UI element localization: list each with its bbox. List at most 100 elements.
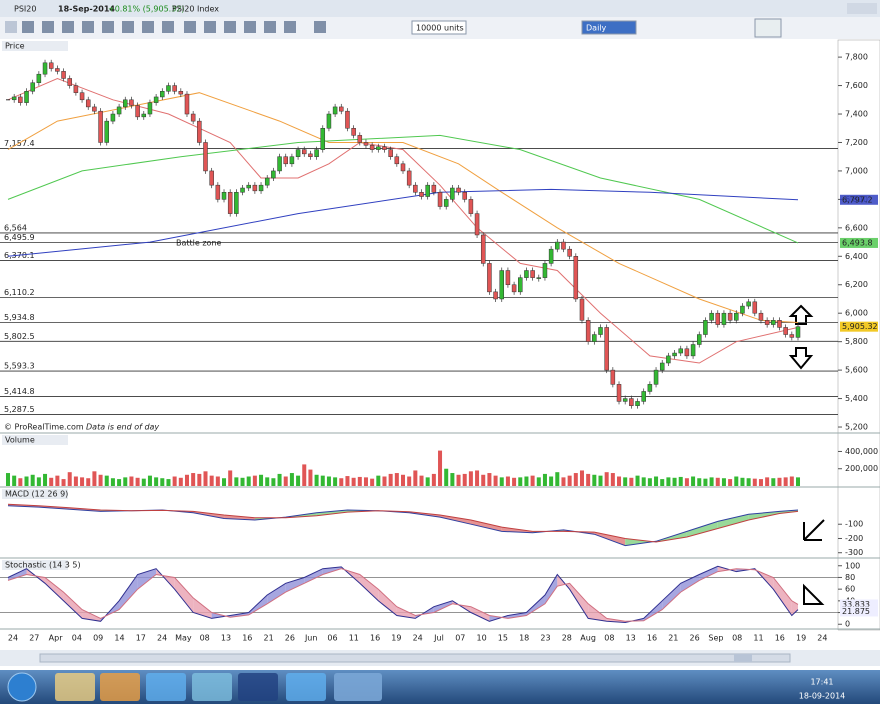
stochastic-fill: [378, 589, 397, 616]
x-tick-label: 19: [796, 634, 806, 643]
candle: [79, 92, 85, 101]
candle: [703, 320, 708, 335]
candle: [635, 401, 640, 406]
volume-bar: [283, 476, 288, 486]
stochastic-fill: [773, 577, 792, 616]
candle: [431, 184, 437, 193]
volume-bar: [141, 478, 146, 486]
panel-title: Volume: [5, 436, 35, 445]
stochastic-fill: [588, 603, 607, 622]
volume-bar: [394, 473, 399, 486]
volume-bar: [450, 473, 455, 486]
candle: [400, 163, 406, 172]
volume-bar: [425, 477, 430, 486]
volume-bar: [789, 476, 794, 486]
y-tick-label: 80: [845, 573, 855, 582]
units-select[interactable]: [411, 20, 467, 35]
volume-bar: [388, 473, 393, 486]
volume-bar: [765, 477, 770, 486]
candle: [721, 312, 727, 325]
stochastic-fill: [662, 583, 681, 610]
source: © ProRealTime.com: [4, 423, 84, 432]
volume-bar: [49, 477, 54, 486]
volume-bar: [567, 475, 572, 486]
candle: [616, 384, 622, 402]
chart-icon[interactable]: [754, 18, 782, 38]
candle: [376, 146, 381, 150]
candle: [542, 263, 548, 278]
period-select[interactable]: [581, 20, 637, 35]
candle: [678, 348, 683, 354]
candle: [332, 106, 338, 115]
candle: [160, 91, 165, 98]
volume-bar: [475, 470, 480, 486]
stochastic-fill: [544, 574, 558, 604]
volume-bar: [222, 478, 227, 486]
stochastic-fill: [267, 583, 286, 604]
volume-bar: [5, 473, 11, 486]
stochastic-fill: [791, 600, 798, 616]
candle: [357, 135, 363, 143]
volume-bar: [61, 479, 66, 486]
y-tick-label: 5,400: [845, 394, 868, 403]
scroll-thumb[interactable]: [734, 654, 752, 662]
stochastic-fill: [45, 577, 64, 601]
candle: [443, 199, 449, 207]
x-tick-label: 27: [29, 634, 39, 643]
window-buttons[interactable]: [847, 3, 877, 14]
candle: [740, 305, 745, 314]
candle: [221, 192, 227, 200]
x-tick-label: 14: [114, 634, 124, 643]
candle: [641, 391, 646, 402]
volume-bar: [271, 478, 276, 486]
candle: [135, 105, 140, 118]
volume-bar: [734, 476, 739, 486]
toolbar-icons[interactable]: [5, 21, 326, 33]
price-tag: [840, 321, 878, 332]
candle: [345, 110, 350, 129]
stochastic-fill: [507, 612, 527, 619]
volume-bar: [530, 475, 535, 486]
candle: [462, 192, 467, 200]
candle: [153, 96, 159, 103]
level-label: 5,414.8: [4, 387, 35, 396]
scroll-track[interactable]: [39, 653, 791, 663]
x-tick-label: Jun: [304, 634, 318, 643]
x-tick-label: 06: [327, 634, 337, 643]
candle: [301, 149, 307, 155]
x-tick-label: Sep: [708, 634, 723, 643]
volume-bar: [715, 477, 720, 486]
x-tick-label: 24: [817, 634, 827, 643]
volume-bar: [166, 479, 171, 486]
volume-bar: [666, 477, 671, 486]
level-label: 6,564: [4, 223, 27, 232]
volume-bar: [481, 474, 486, 486]
candle: [505, 270, 511, 285]
stochastic-fill: [304, 568, 323, 584]
instrument-name: PSI20 Index: [172, 5, 219, 14]
level-label: 6,110.2: [4, 288, 35, 297]
candle: [696, 334, 702, 345]
header-bar: [0, 0, 880, 17]
volume-bar: [419, 475, 424, 486]
stochastic-fill: [193, 597, 212, 619]
candle: [474, 213, 480, 236]
x-tick-label: 04: [72, 634, 82, 643]
start-button[interactable]: [7, 672, 37, 702]
candle: [289, 156, 295, 165]
y-tick-label: 200,000: [845, 464, 878, 473]
clock-time: 17:41: [810, 678, 833, 687]
candle: [666, 355, 671, 364]
candle: [382, 146, 387, 150]
moving-average: [7, 92, 799, 323]
volume-bar: [147, 475, 152, 486]
volume-bar: [12, 475, 17, 486]
stochastic-fill: [470, 606, 490, 622]
taskbar-apps[interactable]: [55, 673, 382, 701]
volume-bar: [172, 476, 177, 486]
volume-bar: [314, 474, 319, 486]
x-tick-label: 16: [647, 634, 657, 643]
x-tick-label: 19: [391, 634, 401, 643]
volume-bar: [24, 476, 29, 486]
volume-bar: [160, 478, 165, 486]
